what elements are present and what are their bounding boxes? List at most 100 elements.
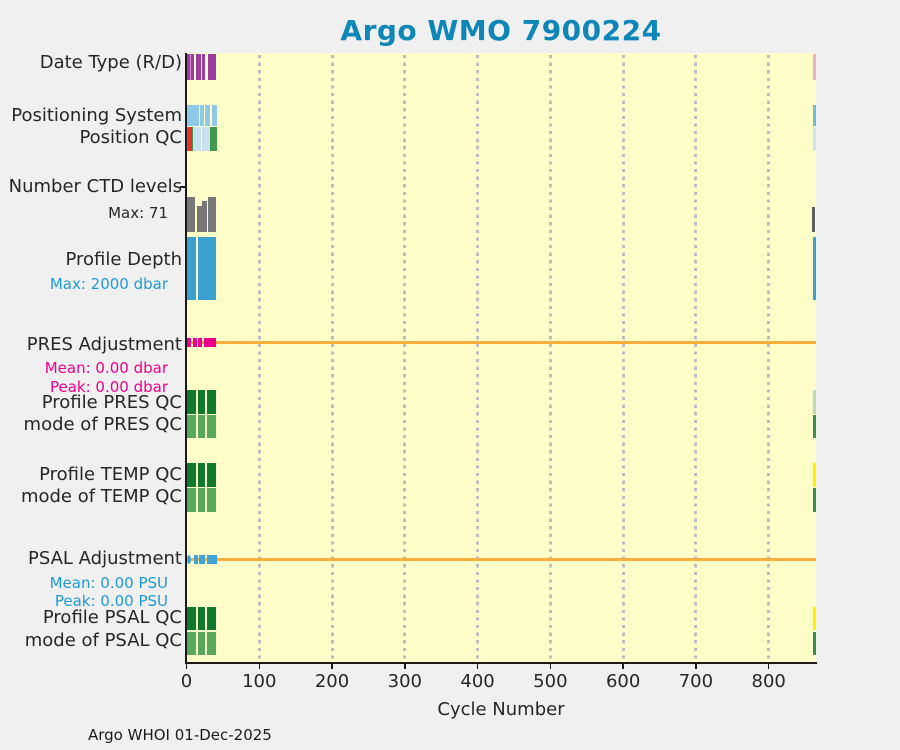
adjustment-marker — [186, 338, 191, 347]
x-axis-label: Cycle Number — [437, 699, 565, 720]
bar-date_type — [201, 53, 206, 80]
bar-date_type — [213, 53, 217, 80]
x-tick-label: 100 — [242, 671, 277, 692]
adjustment-marker — [207, 338, 217, 347]
bar-profile_pres_qc — [812, 390, 816, 414]
adjustment-marker — [197, 338, 202, 347]
bar-date_type — [192, 53, 195, 80]
x-axis-line — [185, 662, 817, 664]
gridline — [403, 55, 407, 660]
x-axis-tick — [185, 663, 188, 670]
gridline — [548, 55, 552, 660]
bar-date_type — [186, 53, 192, 80]
bar-profile_pres_qc — [206, 390, 217, 414]
row-label-tempqc: Profile TEMP QC — [39, 464, 182, 485]
bar-profile_psal_qc — [206, 606, 217, 630]
adjustment-marker — [198, 554, 205, 564]
bar-profile_temp_qc — [186, 463, 196, 487]
row-label-prespeak: Peak: 0.00 dbar — [49, 377, 168, 396]
bar-position_qc — [186, 127, 193, 151]
stripe-position_qc — [188, 127, 190, 151]
gridline — [767, 55, 771, 660]
row-label-depthmax: Max: 2000 dbar — [49, 274, 168, 293]
bar-positioning_system — [186, 105, 199, 126]
bar-position_qc — [209, 127, 217, 151]
credit-text: Argo WHOI 01-Dec-2025 — [88, 726, 272, 744]
y-axis-tick — [180, 186, 186, 188]
bar-mode_pres_qc — [197, 414, 206, 438]
bar-positioning_system — [812, 105, 816, 126]
bar-ctd_levels — [207, 197, 217, 233]
x-tick-label: 200 — [314, 671, 350, 692]
gridline — [330, 55, 334, 660]
adjustment-line-psal_adjustment — [189, 557, 816, 561]
bar-mode_pres_qc — [812, 414, 816, 438]
row-label-psalqc: Profile PSAL QC — [42, 607, 182, 628]
chart-title: Argo WMO 7900224 — [340, 14, 662, 47]
bar-mode_pres_qc — [206, 414, 217, 438]
x-axis-tick — [476, 663, 479, 670]
bar-profile_temp_qc — [812, 463, 816, 487]
x-tick-label: 300 — [387, 671, 422, 692]
bar-mode_psal_qc — [197, 631, 206, 655]
bar-profile_depth — [812, 237, 816, 300]
x-tick-label: 0 — [180, 671, 193, 692]
row-label-presadj: PRES Adjustment — [26, 334, 182, 355]
row-label-presmean: Mean: 0.00 dbar — [44, 358, 168, 377]
bar-mode_temp_qc — [197, 487, 206, 512]
bar-position_qc — [812, 127, 816, 151]
bar-ctd_levels — [201, 200, 207, 233]
bar-mode_psal_qc — [186, 631, 196, 655]
gridline — [257, 55, 261, 660]
row-label-presqc: Profile PRES QC — [41, 392, 182, 413]
bar-profile_pres_qc — [197, 390, 206, 414]
row-label-depth: Profile Depth — [65, 249, 182, 270]
bar-positioning_system — [205, 105, 211, 126]
gridline — [476, 55, 480, 660]
plot-area — [186, 53, 816, 663]
bar-profile_temp_qc — [206, 463, 217, 487]
x-tick-label: 800 — [751, 671, 786, 692]
row-label-pos: Positioning System — [11, 105, 182, 126]
x-axis-tick — [549, 663, 552, 670]
bar-profile_temp_qc — [197, 463, 206, 487]
bar-date_type — [812, 53, 816, 80]
bar-profile_pres_qc — [186, 390, 196, 414]
bar-positioning_system — [211, 105, 218, 126]
adjustment-marker — [206, 554, 211, 564]
adjustment-marker — [209, 554, 218, 564]
row-label-psalmode: mode of PSAL QC — [24, 630, 182, 651]
row-label-posqc: Position QC — [79, 127, 182, 148]
row-label-ctdmax: Max: 71 — [108, 203, 168, 222]
x-tick-label: 500 — [533, 671, 568, 692]
row-label-tempmode: mode of TEMP QC — [20, 486, 182, 507]
x-tick-label: 400 — [460, 671, 495, 692]
stripe-position_qc — [190, 127, 192, 151]
y-axis-line — [185, 53, 187, 664]
bar-profile_depth — [206, 237, 210, 300]
bar-profile_psal_qc — [197, 606, 206, 630]
bar-mode_pres_qc — [186, 414, 196, 438]
bar-profile_psal_qc — [812, 606, 816, 630]
row-label-psaladj: PSAL Adjustment — [27, 548, 182, 569]
bar-mode_temp_qc — [186, 487, 196, 512]
row-label-date: Date Type (R/D) — [39, 52, 182, 73]
adjustment-marker — [193, 338, 198, 347]
row-label-presmode: mode of PRES QC — [23, 414, 182, 435]
bar-mode_temp_qc — [812, 487, 816, 512]
x-axis-tick — [695, 663, 697, 670]
x-tick-label: 600 — [605, 671, 641, 692]
bar-profile_depth — [197, 237, 206, 300]
adjustment-marker — [193, 554, 198, 564]
gridline — [694, 55, 698, 660]
bar-date_type — [207, 53, 213, 80]
x-axis-tick — [404, 663, 406, 670]
bar-profile_depth — [186, 237, 196, 300]
adjustment-line-pres_adjustment — [190, 341, 816, 344]
x-axis-tick — [767, 663, 770, 670]
bar-mode_temp_qc — [206, 487, 217, 512]
x-tick-label: 700 — [678, 671, 714, 692]
bar-mode_psal_qc — [812, 631, 816, 655]
